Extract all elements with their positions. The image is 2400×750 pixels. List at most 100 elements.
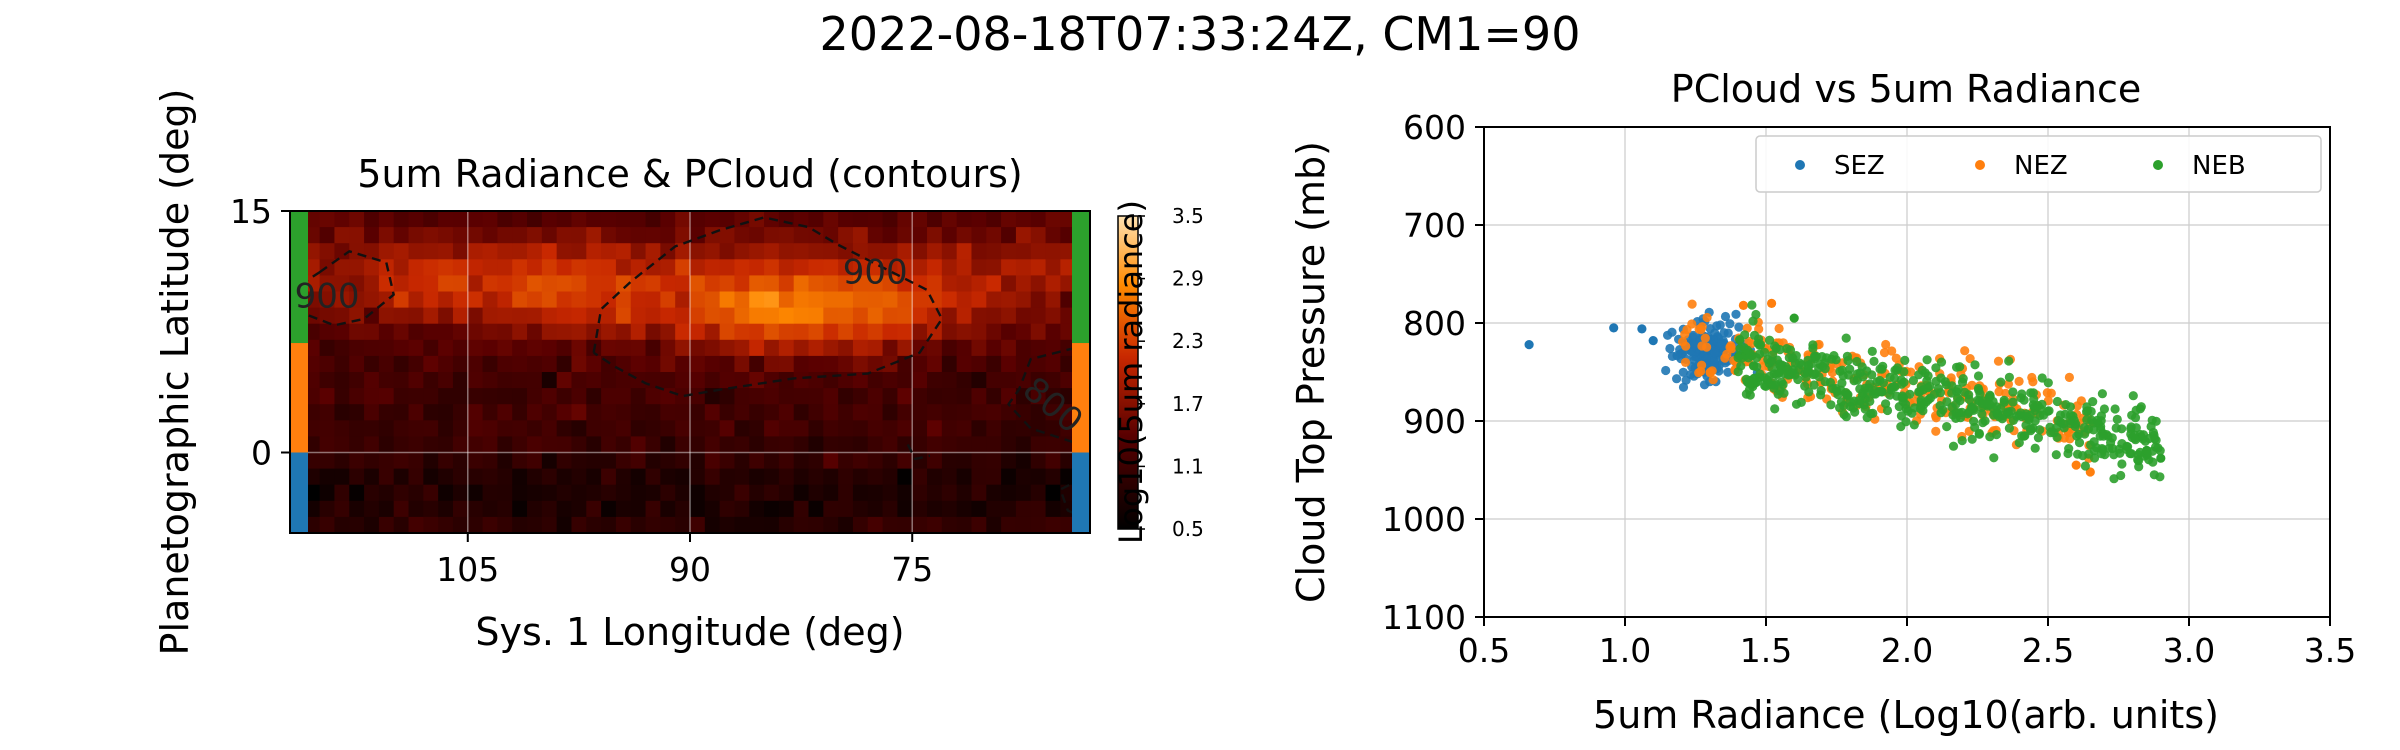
heatmap-cell	[778, 291, 795, 309]
heatmap-cell	[334, 323, 350, 341]
scatter-point	[1965, 354, 1975, 364]
scatter-point	[1935, 388, 1945, 398]
heatmap-cell	[690, 211, 706, 228]
heatmap-cell	[867, 307, 884, 325]
heatmap-cell	[586, 211, 602, 228]
heatmap-cell	[838, 227, 854, 244]
scatter-point	[1752, 353, 1762, 363]
heatmap-cell	[1060, 339, 1076, 357]
heatmap-cell	[630, 452, 647, 470]
heatmap-cell	[452, 227, 469, 244]
heatmap-cell	[378, 323, 395, 341]
heatmap-cell	[334, 355, 350, 373]
series-neb	[1733, 300, 2166, 484]
heatmap-cell	[334, 291, 350, 309]
heatmap-cell	[645, 243, 661, 260]
heatmap-cell	[764, 516, 780, 533]
heatmap-cell	[838, 355, 854, 373]
scatter-point	[2136, 402, 2146, 412]
heatmap-cell	[1045, 516, 1061, 533]
heatmap-cell	[867, 388, 884, 405]
heatmap-cell	[304, 339, 321, 357]
heatmap-cell	[941, 259, 958, 276]
heatmap-cell	[690, 420, 706, 437]
heatmap-cell	[660, 275, 676, 293]
heatmap-cell	[438, 372, 454, 389]
scatter-point	[2127, 410, 2137, 420]
heatmap-cell	[764, 339, 780, 357]
heatmap-cell	[334, 339, 350, 357]
heatmap-cell	[630, 227, 647, 244]
colorbar-label: Log10(5um radiance)	[1112, 200, 1150, 544]
heatmap-cell	[438, 307, 454, 325]
heatmap-cell	[349, 500, 365, 518]
heatmap-cell	[704, 339, 721, 357]
heatmap-x-tick-label: 105	[436, 550, 499, 589]
heatmap-cell	[956, 355, 973, 373]
scatter-point	[1735, 344, 1745, 354]
heatmap-cell	[956, 211, 973, 228]
heatmap-cell	[764, 500, 780, 518]
scatter-point	[1897, 391, 1907, 401]
heatmap-cell	[438, 388, 454, 405]
heatmap-cell	[452, 259, 469, 276]
scatter-point	[1809, 380, 1819, 390]
heatmap-cell	[882, 339, 898, 357]
heatmap-cell	[690, 516, 706, 533]
heatmap-cell	[778, 243, 795, 260]
colorbar-tick-label: 1.7	[1172, 392, 1204, 416]
heatmap-cell	[571, 211, 587, 228]
heatmap-cell	[897, 500, 913, 518]
scatter-point	[2055, 410, 2066, 420]
scatter-point	[1989, 453, 1999, 463]
heatmap-cell	[927, 259, 943, 276]
heatmap-cell	[764, 452, 780, 470]
heatmap-cell	[927, 339, 943, 357]
pcloud-contour	[906, 443, 931, 461]
heatmap-cell	[645, 211, 661, 228]
heatmap-cell	[571, 372, 587, 389]
heatmap-cell	[719, 323, 736, 341]
heatmap-cell	[304, 211, 321, 228]
heatmap-cell	[497, 388, 513, 405]
heatmap-cell	[660, 436, 676, 454]
heatmap-cell	[334, 307, 350, 325]
heatmap-cell	[645, 484, 661, 502]
scatter-point	[1996, 377, 2006, 387]
heatmap-cell	[334, 404, 350, 421]
scatter-point	[1997, 414, 2007, 424]
heatmap-cell	[986, 372, 1002, 389]
scatter-point	[1867, 346, 1877, 356]
scatter-point	[2021, 409, 2031, 419]
heatmap-cell	[764, 436, 780, 454]
heatmap-cell	[467, 468, 484, 486]
heatmap-cell	[601, 516, 617, 533]
heatmap-cell	[304, 436, 321, 454]
heatmap-cell	[467, 211, 484, 228]
heatmap-cell	[823, 275, 839, 293]
heatmap-cell	[423, 388, 439, 405]
heatmap-cell	[749, 291, 765, 309]
heatmap-cell	[675, 420, 691, 437]
heatmap-cell	[304, 227, 321, 244]
heatmap-cell	[852, 259, 869, 276]
heatmap-cell	[941, 243, 958, 260]
heatmap-cell	[482, 388, 498, 405]
scatter-point	[1720, 353, 1730, 363]
heatmap-cell	[749, 516, 765, 533]
scatter-point	[2020, 431, 2030, 441]
heatmap-cell	[601, 307, 617, 325]
heatmap-cell	[897, 468, 913, 486]
heatmap-cell	[704, 291, 721, 309]
heatmap-cell	[764, 372, 780, 389]
heatmap-cell	[749, 372, 765, 389]
scatter-point	[1841, 412, 1851, 422]
heatmap-cell	[527, 500, 543, 518]
heatmap-cell	[749, 420, 765, 437]
heatmap-cell	[675, 243, 691, 260]
scatter-point	[2072, 431, 2082, 441]
heatmap-cell	[704, 404, 721, 421]
heatmap-cell	[512, 372, 528, 389]
scatter-point	[1862, 366, 1872, 376]
heatmap-cell	[423, 323, 439, 341]
